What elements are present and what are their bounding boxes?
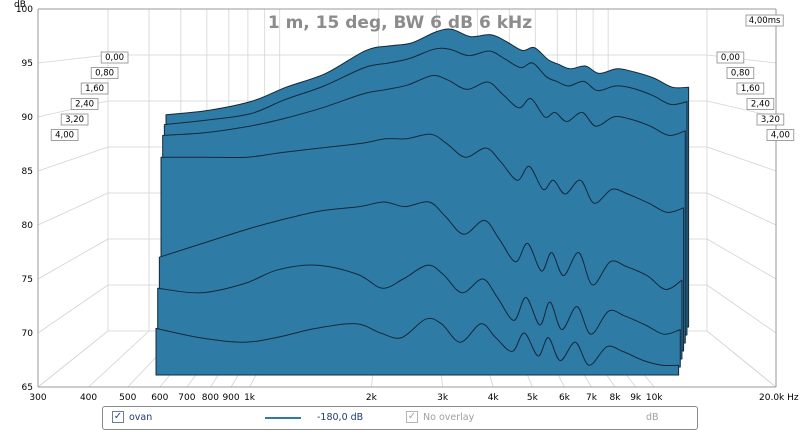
time-slice-label: 4,00 [55,131,74,141]
x-tick-label: 5k [527,393,539,400]
y-tick-label: 95 [22,59,33,69]
x-tick-label: 700 [178,393,195,400]
time-slice-label: 0,00 [105,53,124,63]
x-tick-label: 1k [244,393,256,400]
y-tick-label: 85 [22,167,33,177]
x-tick-label: 3k [437,393,449,400]
x-tick-label: 4k [488,393,500,400]
x-tick-label: 300 [29,393,46,400]
grid-line-right-wall [706,238,777,280]
time-slice-label: 4,00 [771,131,790,141]
time-slice-label: 0,00 [721,53,740,63]
series-value: -180,0 dB [317,412,364,423]
time-slice-box [80,82,109,95]
time-slice-box [90,67,119,79]
time-slice-label: 1,60 [741,84,760,94]
series-name: ovan [129,412,153,423]
time-slice-box [716,51,745,64]
grid-line-left-wall [37,238,109,280]
grid-line-left-wall [37,284,109,334]
x-axis-labels: 300 400 500 600 700 800 900 1k 2k 3k 4k 5k 6k 7k 8k 9k 1… [29,393,798,400]
y-tick-label: 80 [22,221,34,231]
y-tick-label: 75 [22,275,33,285]
y-tick-label: 90 [22,113,34,123]
x-tick-label: 9k [630,393,642,400]
time-slice-box [100,51,129,64]
time-slice-box [50,129,79,141]
grid-line-floor [88,330,150,388]
time-slice-box [745,14,784,27]
grid-line-right-wall [706,284,777,334]
overlay-label: No overlay [423,412,475,423]
grid-line-right-wall [706,192,777,226]
x-tick-label: 900 [222,393,239,400]
x-tick-label: 7k [586,393,598,400]
waterfall-slice [155,317,680,376]
overlay-unit: dB [646,412,659,423]
x-tick-label: 2k [366,393,378,400]
time-slice-box [736,82,765,95]
x-tick-label: 500 [119,393,136,400]
time-slice-box [746,98,775,110]
chart-title: 1 m, 15 deg, BW 6 dB 6 kHz [268,13,532,33]
waterfall-slices [155,28,690,376]
y-axis-labels: 65 70 75 80 85 90 95 100 [16,5,33,393]
time-slice-box [756,113,785,126]
x-tick-label: 8k [610,393,622,400]
grid-line-left-wall [37,146,109,172]
grid-line-floor [706,330,777,388]
x-tick-label: 800 [202,393,219,400]
x-tick-label: 6k [559,393,571,400]
time-slice-box [766,129,795,141]
time-slice-box [726,67,755,79]
time-slice-label: 3,20 [65,115,84,125]
grid-line-left-wall [37,54,109,64]
y-axis-unit: dB [14,0,26,10]
time-slice-label: 0,80 [95,69,114,79]
x-tick-label: 600 [151,393,168,400]
x-tick-label: 400 [80,393,97,400]
x-tick-label: 20,0k Hz [759,393,799,400]
time-slice-labels: 0,00 0,80 1,60 2,40 3,20 4,00 0,00 0,80 1,60 2,40… [50,14,795,141]
series-line-sample [265,417,301,419]
x-tick-label: 10k [646,393,663,400]
time-slice-label: 2,40 [75,100,94,110]
time-slice-box [70,98,99,110]
legend-bar: ✓ ovan -180,0 dB ✓ No overlay dB [102,406,698,430]
y-tick-label: 65 [22,383,33,393]
y-tick-label: 70 [22,329,34,339]
series-visibility-checkbox[interactable]: ✓ [112,411,124,423]
time-slice-label: 0,80 [731,69,750,79]
time-slice-label: 3,20 [761,115,780,125]
grid-line-right-wall [706,146,777,172]
y-tick-label: 100 [16,5,33,15]
time-slice-label: 1,60 [85,84,104,94]
waterfall-chart: 65 70 75 80 85 90 95 100 300 400 500 600 700 800 900 1… [14,0,799,400]
grid-line-floor [37,330,109,388]
time-slice-label: 4,00ms [749,16,781,26]
time-slice-label: 2,40 [751,100,770,110]
overlay-checkbox[interactable]: ✓ [406,411,418,423]
time-slice-box [60,113,89,126]
grid-line-left-wall [37,192,109,226]
